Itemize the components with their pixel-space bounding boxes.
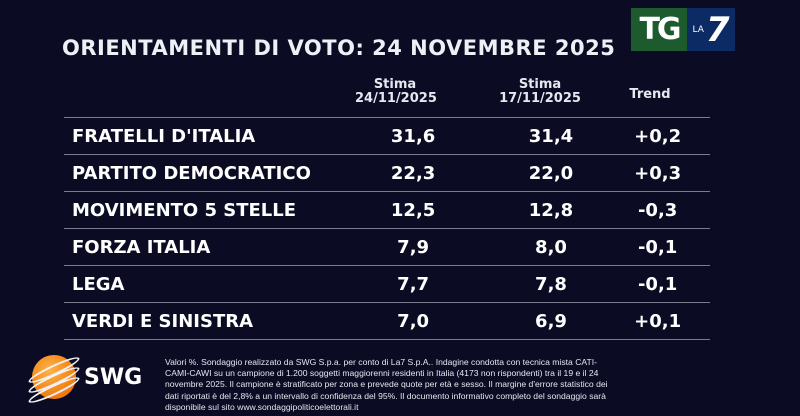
previous-estimate: 8,0 bbox=[496, 228, 606, 266]
previous-estimate: 6,9 bbox=[496, 302, 606, 340]
header-current: Stima 24/11/2025 bbox=[355, 77, 437, 106]
poll-table: FRATELLI D'ITALIA 31,6 31,4 +0,2 PARTITO DEM… bbox=[64, 117, 710, 340]
header-previous-label: Stima bbox=[518, 77, 562, 92]
trend-value: -0,1 bbox=[605, 228, 710, 266]
previous-estimate: 12,8 bbox=[496, 191, 606, 229]
trend-value: +0,2 bbox=[605, 117, 710, 155]
table-row: PARTITO DEMOCRATICO 22,3 22,0 +0,3 bbox=[64, 154, 710, 192]
globe-icon bbox=[26, 353, 82, 407]
tg-la7-logo: TG LA 7 bbox=[631, 8, 735, 51]
page-title: ORIENTAMENTI DI VOTO: 24 NOVEMBRE 2025 bbox=[62, 36, 616, 60]
party-name: MOVIMENTO 5 STELLE bbox=[64, 191, 359, 229]
spacer bbox=[467, 191, 497, 229]
la7-logo: LA 7 bbox=[687, 8, 735, 51]
swg-logo-text: SWG bbox=[84, 364, 143, 390]
previous-estimate: 31,4 bbox=[496, 117, 606, 155]
header-previous: Stima 17/11/2025 bbox=[495, 78, 585, 106]
current-estimate: 31,6 bbox=[358, 117, 468, 155]
header-current-label: Stima bbox=[373, 77, 417, 92]
trend-value: -0,3 bbox=[605, 191, 710, 229]
header-previous-date: 17/11/2025 bbox=[499, 91, 581, 106]
party-name: FRATELLI D'ITALIA bbox=[64, 117, 359, 155]
current-estimate: 12,5 bbox=[358, 191, 468, 229]
party-name: FORZA ITALIA bbox=[64, 228, 359, 266]
seven-text: 7 bbox=[705, 9, 730, 50]
current-estimate: 22,3 bbox=[358, 154, 468, 192]
current-estimate: 7,9 bbox=[358, 228, 468, 266]
spacer bbox=[467, 117, 497, 155]
spacer bbox=[467, 154, 497, 192]
table-row: FORZA ITALIA 7,9 8,0 -0,1 bbox=[64, 228, 710, 266]
spacer bbox=[467, 265, 497, 303]
previous-estimate: 7,8 bbox=[496, 265, 606, 303]
current-estimate: 7,7 bbox=[358, 265, 468, 303]
methodology-footnote: Valori %. Sondaggio realizzato da SWG S.… bbox=[165, 357, 608, 412]
table-row: FRATELLI D'ITALIA 31,6 31,4 +0,2 bbox=[64, 117, 710, 155]
swg-logo: SWG bbox=[26, 353, 143, 407]
spacer bbox=[467, 302, 497, 340]
table-row: MOVIMENTO 5 STELLE 12,5 12,8 -0,3 bbox=[64, 191, 710, 229]
party-name: VERDI E SINISTRA bbox=[64, 302, 359, 340]
previous-estimate: 22,0 bbox=[496, 154, 606, 192]
trend-value: +0,3 bbox=[605, 154, 710, 192]
party-name: PARTITO DEMOCRATICO bbox=[64, 154, 359, 192]
current-estimate: 7,0 bbox=[358, 302, 468, 340]
trend-value: -0,1 bbox=[605, 265, 710, 303]
la-text: LA bbox=[692, 24, 704, 35]
header-current-date: 24/11/2025 bbox=[355, 91, 437, 106]
tg-logo-text: TG bbox=[631, 8, 687, 51]
spacer bbox=[467, 228, 497, 266]
trend-value: +0,1 bbox=[605, 302, 710, 340]
party-name: LEGA bbox=[64, 265, 359, 303]
table-row: LEGA 7,7 7,8 -0,1 bbox=[64, 265, 710, 303]
header-trend: Trend bbox=[629, 87, 671, 102]
table-row: VERDI E SINISTRA 7,0 6,9 +0,1 bbox=[64, 302, 710, 340]
